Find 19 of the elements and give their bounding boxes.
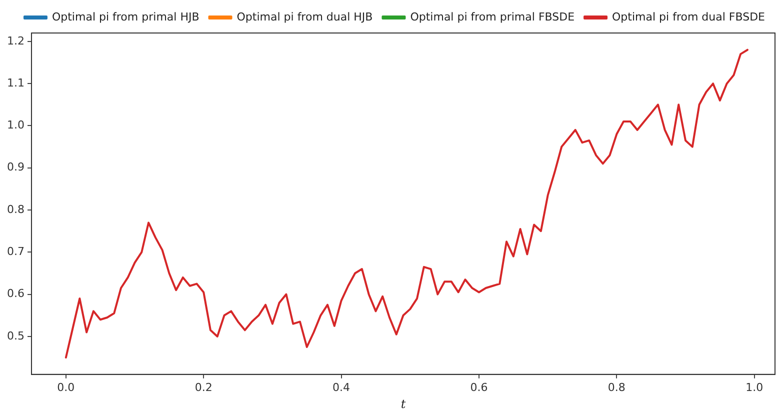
legend-label: Optimal pi from primal FBSDE (410, 10, 575, 24)
y-tick-label: 1.0 (6, 118, 24, 132)
x-tick-label: 0.8 (608, 380, 626, 394)
y-tick-label: 1.2 (6, 34, 24, 48)
x-axis-title: t (400, 396, 406, 411)
x-tick-label: 1.0 (746, 380, 764, 394)
y-tick-label: 0.9 (6, 160, 24, 174)
y-tick-label: 0.7 (6, 245, 24, 258)
legend-label: Optimal pi from dual FBSDE (612, 10, 766, 24)
x-tick-label: 0.6 (470, 380, 488, 394)
x-tick-label: 0.2 (194, 380, 212, 394)
y-tick-label: 0.8 (6, 202, 24, 216)
y-tick-label: 0.5 (6, 329, 24, 342)
y-tick-label: 0.6 (6, 287, 24, 300)
x-tick-label: 0.0 (57, 380, 75, 394)
y-tick-label: 1.1 (6, 76, 24, 90)
x-tick-label: 0.4 (332, 380, 350, 394)
legend-label: Optimal pi from dual HJB (236, 10, 373, 24)
legend-label: Optimal pi from primal HJB (52, 10, 200, 24)
